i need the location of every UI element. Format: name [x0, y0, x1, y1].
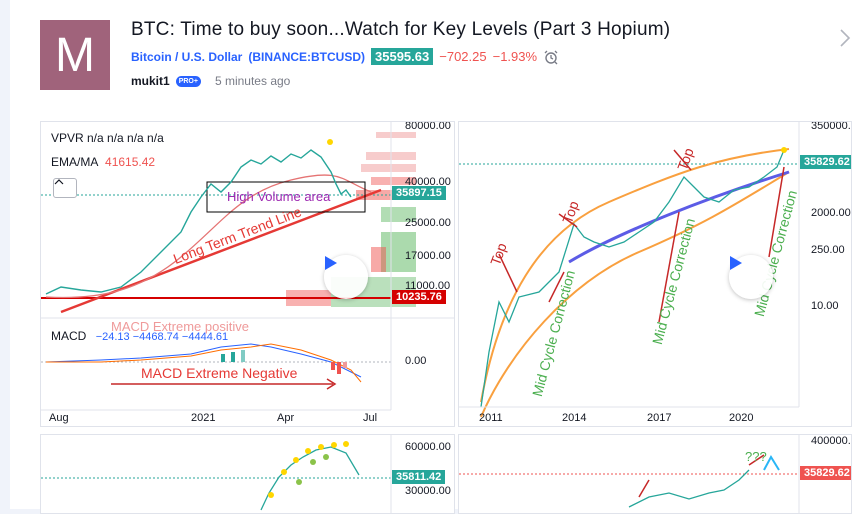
axis2-label-4: 10.00 [811, 300, 839, 312]
collapse-legend-button[interactable] [53, 178, 77, 198]
price-tag: 35897.15 [392, 186, 446, 200]
axis2-label-1: 350000.00 [811, 121, 851, 132]
mid-curve [568, 170, 790, 264]
chart-panel-3[interactable]: 60000.00 30000.00 35811.42 [40, 434, 455, 514]
play-icon [325, 256, 337, 270]
legend-macd: MACD −24.13 −4468.74 −4444.61 [51, 329, 228, 343]
pro-badge: PRO+ [175, 75, 201, 87]
symbol-name[interactable]: Bitcoin / U.S. Dollar [131, 49, 243, 64]
price-tag-4: 35829.62 [800, 466, 851, 480]
axis-label-6: 0.00 [405, 355, 427, 367]
axis-label-4: 17000.00 [405, 250, 451, 262]
x2-tick-4: 2020 [729, 412, 754, 424]
chart-panel-1[interactable]: VPVR n/a n/a n/a n/a EMA/MA 41615.42 MAC… [40, 121, 455, 427]
axis3-label-1: 60000.00 [405, 441, 451, 453]
support-tag: 10235.76 [392, 290, 446, 304]
macd-positive-label: MACD Extreme positive [111, 319, 249, 334]
x2-tick-3: 2017 [647, 412, 672, 424]
x-tick-3: Apr [277, 412, 295, 424]
axis-label-2: 40000.00 [405, 176, 451, 188]
price-change: −702.25 [439, 49, 487, 64]
legend-macd-label: MACD [51, 329, 87, 343]
legend-ema-value: 41615.42 [105, 155, 156, 169]
price-path [45, 149, 352, 295]
idea-title: BTC: Time to buy soon...Watch for Key Le… [131, 19, 671, 40]
price-path-2 [480, 149, 785, 408]
play-video-button[interactable] [324, 255, 368, 299]
axis4-label-1: 400000.00 [811, 435, 851, 447]
chart-4-canvas [459, 435, 800, 513]
chart-2-canvas [459, 122, 800, 418]
question-label: ??? [745, 449, 767, 464]
price-change-pct: −1.93% [492, 49, 538, 64]
author-line: mukit1 PRO+ 5 minutes ago [131, 74, 290, 88]
symbol-line: Bitcoin / U.S. Dollar (BINANCE:BTCUSD) 3… [131, 48, 559, 65]
legend-ema: EMA/MA 41615.42 [51, 155, 155, 169]
author-avatar[interactable]: M [40, 20, 110, 90]
axis-label-1: 80000.00 [405, 121, 451, 132]
author-name[interactable]: mukit1 [131, 74, 170, 88]
chevron-up-icon [54, 179, 64, 185]
x2-tick-1: 2011 [479, 412, 503, 424]
macd-histogram [41, 343, 391, 383]
idea-page: M BTC: Time to buy soon...Watch for Key … [10, 0, 852, 514]
chart-3-canvas [41, 435, 392, 513]
lower-band [480, 171, 790, 418]
x-tick-2: 2021 [191, 412, 216, 424]
alarm-clock-icon[interactable] [543, 49, 559, 65]
high-volume-label: High Volume area [227, 189, 331, 204]
chart-panel-2[interactable]: Top Top Top Mid Cycle Correction Mid Cyc… [458, 121, 852, 427]
chevron-right-icon[interactable] [838, 28, 852, 48]
x-tick-4: Jul [363, 412, 378, 424]
posted-time: 5 minutes ago [214, 74, 291, 88]
axis-label-3: 25000.00 [405, 217, 451, 229]
top-marker [327, 139, 333, 145]
axis-label-5: 11000.00 [405, 280, 451, 292]
play-icon [730, 256, 742, 270]
play-video-button-2[interactable] [729, 255, 773, 299]
legend-ema-label: EMA/MA [51, 155, 98, 169]
x2-tick-2: 2014 [562, 412, 587, 424]
x-tick-1: Aug [49, 412, 69, 424]
avatar-letter: M [55, 28, 95, 82]
upper-band [480, 148, 790, 403]
axis2-label-3: 250.00 [811, 244, 845, 256]
legend-macd-values: −24.13 −4468.74 −4444.61 [95, 331, 229, 343]
macd-negative-label: MACD Extreme Negative [141, 365, 298, 381]
chart-panel-4[interactable]: ??? 400000.00 35829.62 [458, 434, 852, 514]
axis3-label-2: 30000.00 [405, 485, 451, 497]
legend-vpvr: VPVR n/a n/a n/a n/a [51, 131, 164, 145]
price-tag-2: 35829.62 [800, 155, 851, 169]
high-volume-box [206, 181, 366, 213]
symbol-exchange[interactable]: (BINANCE:BTCUSD) [248, 49, 366, 64]
price-badge: 35595.63 [371, 48, 434, 65]
axis2-label-2: 2000.00 [811, 207, 851, 219]
price-tag-3: 35811.42 [392, 470, 446, 484]
